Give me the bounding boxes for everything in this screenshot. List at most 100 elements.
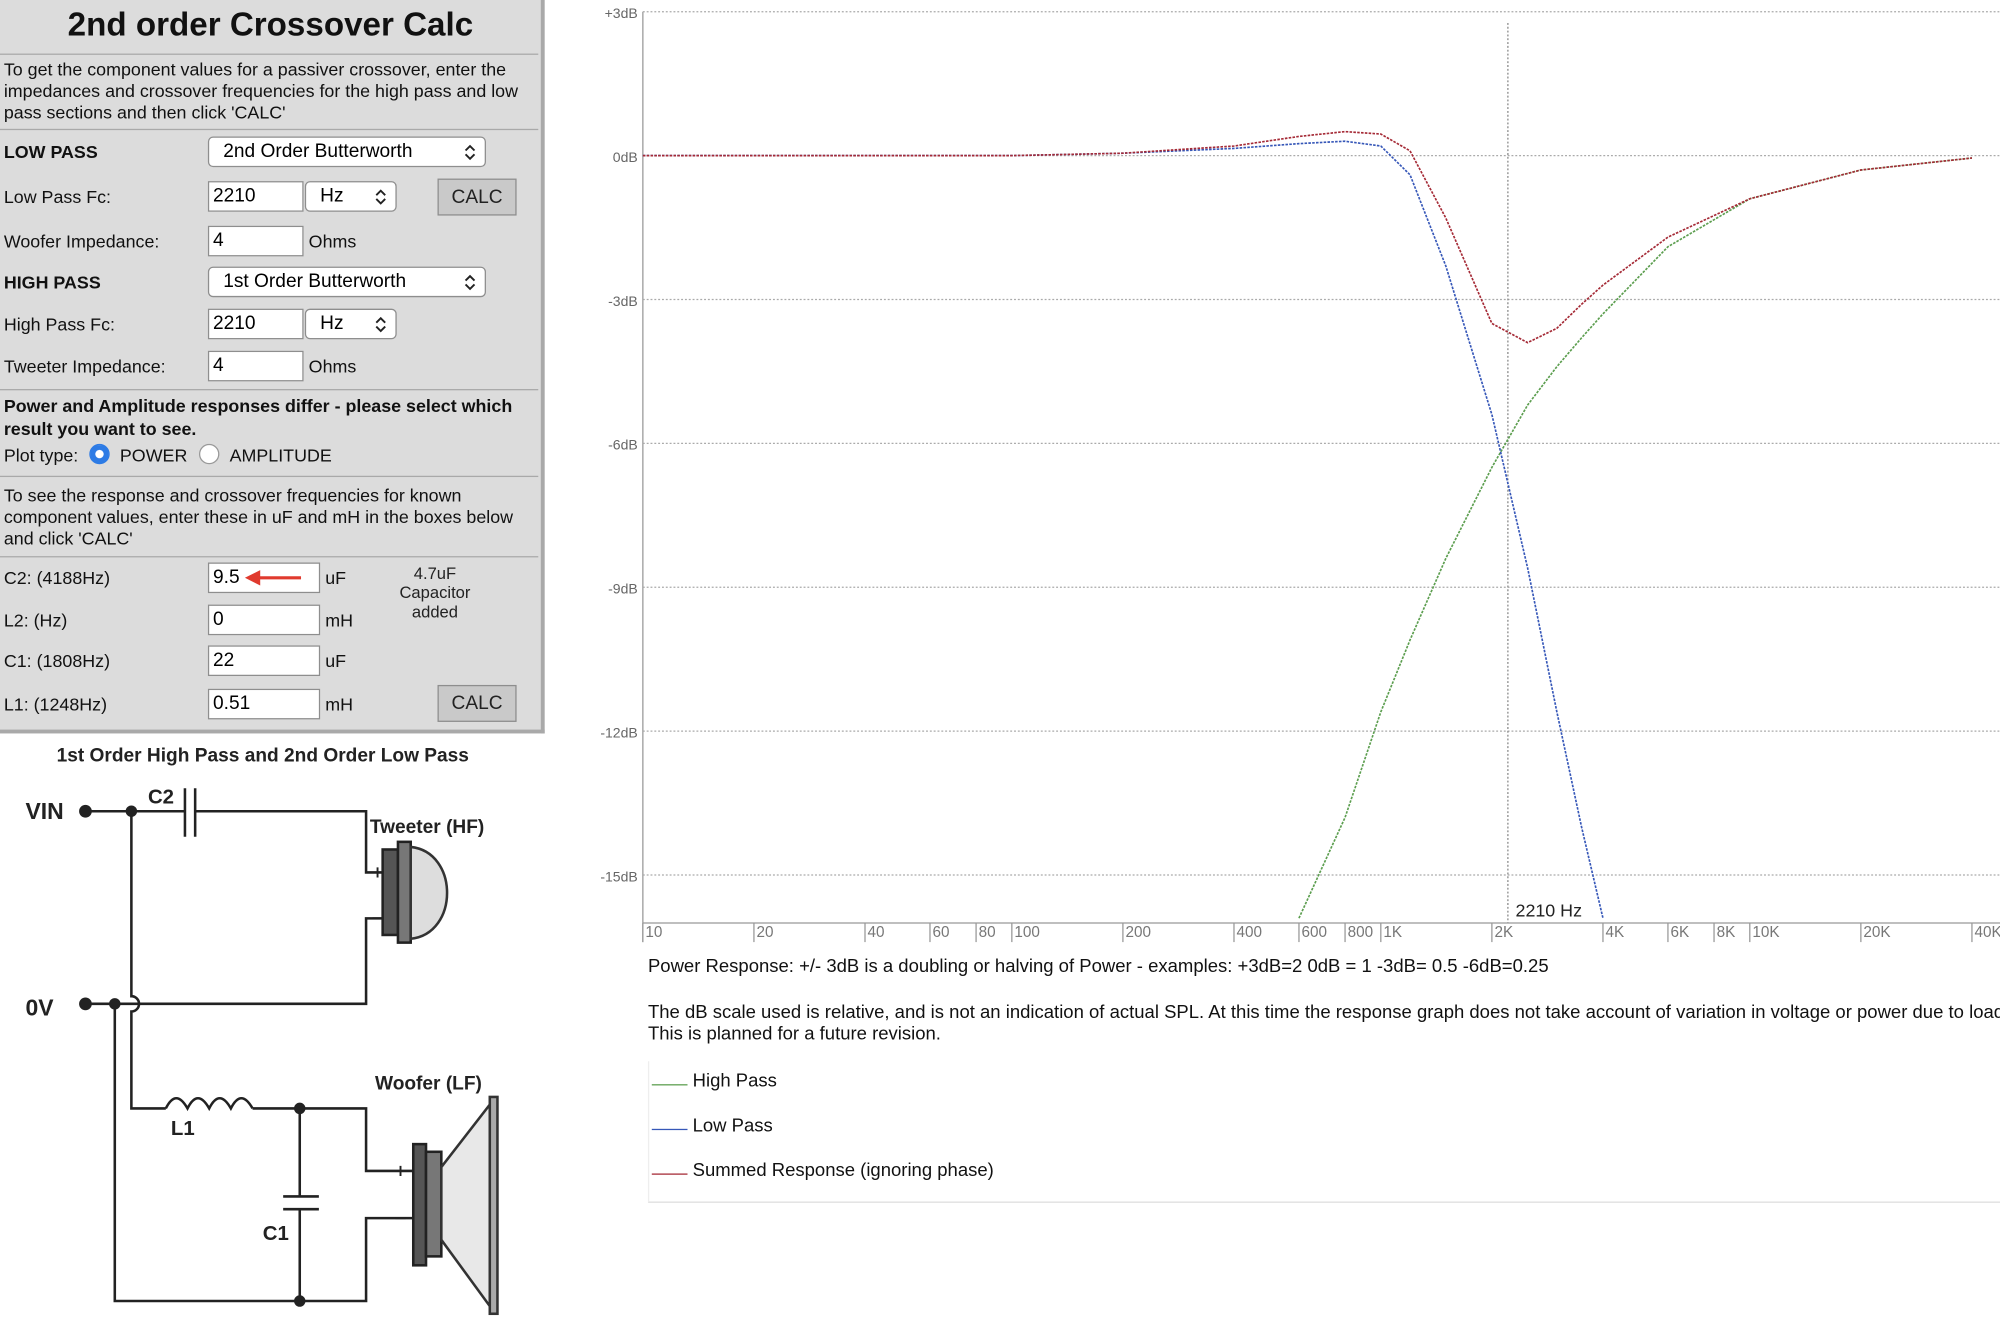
separator (0, 53, 539, 55)
legend-label: Low Pass (692, 1116, 773, 1137)
y-tick-label: -15dB (600, 868, 637, 884)
tweeter-impedance-input[interactable]: 4 (207, 350, 304, 382)
plot-type-label: Plot type: (3, 445, 79, 466)
high-pass-unit-select[interactable]: Hz (304, 308, 397, 340)
x-tick-label: 80 (979, 924, 996, 941)
l1-label: L1 (171, 1118, 195, 1140)
radio-label: AMPLITUDE (229, 445, 332, 466)
component-input[interactable]: 0.51 (207, 688, 321, 720)
component-input[interactable]: 0 (207, 604, 321, 636)
impedance-unit: Ohms (308, 230, 357, 252)
component-label: L1: (1248Hz) (3, 693, 108, 715)
tweeter-label: Tweeter (HF) (370, 817, 484, 838)
annotation-line: added (411, 602, 459, 622)
x-tick-label: 2K (1494, 924, 1514, 941)
x-tick-label: 20K (1863, 924, 1891, 941)
series-line (642, 130, 1973, 344)
woofer-label: Woofer (LF) (375, 1073, 482, 1094)
low-pass-fc-input[interactable]: 2210 (207, 181, 304, 212)
x-tick-label: 6K (1670, 924, 1690, 941)
x-tick-label: 100 (1014, 924, 1040, 941)
series-line (1298, 157, 1973, 919)
component-unit: uF (325, 650, 347, 671)
component-label: C2: (4188Hz) (3, 567, 111, 589)
component-unit: uF (325, 567, 347, 589)
component-input[interactable]: 22 (207, 645, 321, 677)
x-tick-label: 400 (1237, 924, 1263, 941)
x-tick-label: 20 (756, 924, 773, 941)
x-tick-label: 8K (1717, 924, 1737, 941)
x-tick-label: 200 (1125, 924, 1151, 941)
legend-label: Summed Response (ignoring phase) (692, 1160, 994, 1182)
high-pass-fc-input[interactable]: 2210 (207, 308, 304, 340)
x-tick-label: 1K (1383, 924, 1403, 941)
x-tick-label: 4K (1606, 924, 1626, 941)
circuit-diagram: 1st Order High Pass and 2nd Order Low Pa… (26, 745, 499, 1316)
y-tick-label: 0dB (613, 149, 638, 165)
scale-note: This is planned for a future revision. (647, 1024, 941, 1045)
select-value: Hz (320, 312, 344, 335)
separator (0, 475, 539, 478)
y-tick-label: -3dB (608, 293, 638, 309)
annotation-line: 4.7uF (413, 563, 457, 583)
woofer-impedance-input[interactable]: 4 (207, 225, 304, 257)
component-unit: mH (325, 609, 354, 631)
separator (0, 128, 539, 131)
separator (0, 389, 539, 391)
legend-swatch (651, 1128, 688, 1131)
y-tick-label: -6dB (608, 437, 638, 453)
intro-text: To get the component values for a passiv… (3, 58, 519, 123)
select-value: Hz (320, 184, 344, 207)
x-tick-label: 40 (868, 924, 885, 941)
legend: High Pass Low Pass Summed Response (ignori… (647, 1061, 2000, 1203)
low-pass-filter-select[interactable]: 2nd Order Butterworth (207, 136, 486, 168)
frequency-marker-label: 2210 Hz (1516, 901, 1583, 921)
select-value: 1st Order Butterworth (223, 270, 407, 293)
components-intro: To see the response and crossover freque… (3, 484, 514, 549)
radio-label: POWER (119, 445, 188, 466)
y-tick-label: -12dB (600, 724, 637, 740)
x-tick-label: 600 (1302, 924, 1328, 941)
0v-label: 0V (26, 994, 55, 1020)
plot-note: Power and Amplitude responses differ - p… (3, 395, 513, 439)
radio-amplitude[interactable] (198, 443, 220, 465)
x-tick-label: 40K (1974, 924, 2000, 941)
low-pass-heading: LOW PASS (3, 141, 98, 162)
radio-power[interactable] (89, 443, 110, 465)
x-tick-label: 10 (645, 924, 662, 941)
legend-swatch (651, 1084, 688, 1086)
legend-label: High Pass (692, 1071, 777, 1092)
x-tick-label: 800 (1348, 924, 1374, 941)
legend-swatch (651, 1173, 688, 1175)
series-line (642, 140, 1604, 919)
tweeter-impedance-label: Tweeter Impedance: (3, 355, 166, 377)
component-label: L2: (Hz) (3, 609, 68, 631)
y-tick-label: +3dB (605, 5, 638, 21)
high-pass-heading: HIGH PASS (3, 271, 101, 293)
component-unit: mH (325, 693, 354, 715)
scale-note: The dB scale used is relative, and is no… (647, 1002, 2000, 1023)
high-pass-fc-label: High Pass Fc: (3, 313, 115, 335)
separator (0, 556, 539, 558)
annotation-line: Capacitor (399, 582, 471, 603)
calc-button[interactable]: CALC (437, 178, 517, 216)
power-note: Power Response: +/- 3dB is a doubling or… (647, 956, 1549, 978)
vin-label: VIN (26, 798, 64, 824)
c1-label: C1 (263, 1223, 289, 1245)
calculator-title: 2nd order Crossover Calc (67, 5, 474, 44)
y-tick-label: -9dB (608, 581, 638, 597)
component-label: C1: (1808Hz) (3, 650, 111, 671)
diagram-title: 1st Order High Pass and 2nd Order Low Pa… (57, 745, 469, 766)
high-pass-filter-select[interactable]: 1st Order Butterworth (207, 266, 486, 298)
woofer-impedance-label: Woofer Impedance: (3, 230, 160, 252)
calc-button[interactable]: CALC (437, 684, 517, 722)
low-pass-fc-label: Low Pass Fc: (3, 186, 112, 207)
x-tick-label: 10K (1752, 924, 1780, 941)
impedance-unit: Ohms (308, 355, 357, 377)
select-value: 2nd Order Butterworth (223, 140, 413, 162)
red-arrow (244, 570, 302, 586)
low-pass-unit-select[interactable]: Hz (304, 181, 397, 212)
